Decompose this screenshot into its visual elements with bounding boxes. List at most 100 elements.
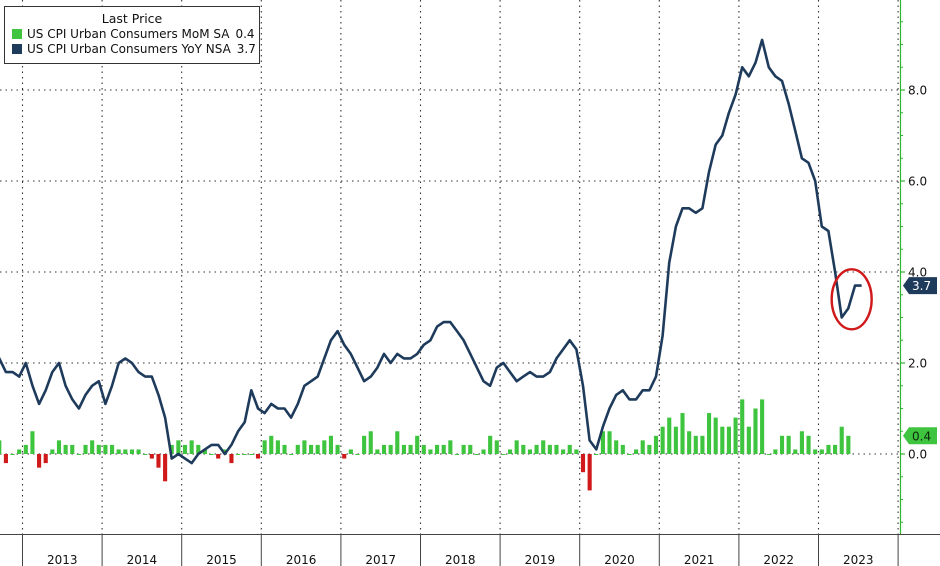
x-tick-label: 2015 xyxy=(206,553,237,566)
x-tick-label: 2022 xyxy=(763,553,794,566)
mom-bar xyxy=(348,449,353,454)
mom-bar xyxy=(176,440,181,454)
mom-bar xyxy=(275,440,280,454)
highlight-group xyxy=(830,268,873,331)
mom-bar xyxy=(494,440,499,454)
legend-swatch-yoy xyxy=(12,44,22,54)
mom-bar xyxy=(262,440,267,454)
mom-bar xyxy=(328,435,334,454)
mom-bar xyxy=(415,435,420,454)
mom-bar xyxy=(50,449,55,454)
mom-bar xyxy=(103,444,108,454)
x-tick-label: 2017 xyxy=(365,553,396,566)
mom-bar xyxy=(587,454,592,491)
mom-bar xyxy=(753,408,758,454)
mom-bar xyxy=(116,449,121,454)
mom-bar xyxy=(362,435,367,454)
mom-bar xyxy=(620,444,625,454)
mom-bar xyxy=(514,440,519,454)
mom-bar xyxy=(534,444,539,454)
mom-bar xyxy=(3,454,8,464)
mom-bar xyxy=(713,417,718,454)
mom-bar xyxy=(222,449,227,454)
mom-bar xyxy=(799,431,804,454)
mom-bar xyxy=(255,454,261,459)
mom-bar xyxy=(355,454,360,455)
mom-bar xyxy=(561,449,566,454)
mom-bar xyxy=(746,426,751,454)
mom-bar xyxy=(700,435,705,454)
mom-bar xyxy=(401,444,406,454)
mom-bar xyxy=(580,454,586,473)
mom-bar xyxy=(56,440,62,454)
mom-bar xyxy=(726,426,732,454)
mom-bar xyxy=(0,440,2,454)
mom-bar xyxy=(507,449,513,454)
mom-bar xyxy=(196,444,201,454)
legend-value-mom: 0.4 xyxy=(235,27,255,41)
mom-bar xyxy=(574,449,579,454)
yoy-line-group xyxy=(0,38,862,465)
mom-bar xyxy=(163,454,168,482)
mom-bar xyxy=(547,444,552,454)
badge-line-text: 3.7 xyxy=(912,279,931,293)
mom-bar xyxy=(687,431,692,454)
mom-bar xyxy=(302,440,307,454)
mom-bar xyxy=(143,454,148,455)
mom-bar xyxy=(408,444,413,454)
mom-bar xyxy=(647,444,652,454)
yoy-line xyxy=(0,38,862,465)
mom-bar xyxy=(488,435,493,454)
mom-bar xyxy=(640,440,645,454)
mom-bar xyxy=(308,444,314,454)
legend-label-yoy: US CPI Urban Consumers YoY NSA xyxy=(27,42,231,56)
mom-bar xyxy=(63,444,68,454)
mom-bar xyxy=(388,444,393,454)
mom-bar xyxy=(295,444,300,454)
value-badges: 3.7 0.4 xyxy=(903,277,937,445)
mom-bar xyxy=(740,399,745,454)
mom-bar xyxy=(17,449,22,454)
mom-bar xyxy=(607,431,612,454)
mom-bar xyxy=(760,399,765,454)
x-tick-labels: 2013 2014 2015 2016 2017 2018 2019 2020 2021 2022… xyxy=(47,553,874,566)
x-tick-label: 2023 xyxy=(843,553,874,566)
mom-bar xyxy=(706,413,712,454)
mom-bar xyxy=(448,440,453,454)
mom-bar xyxy=(846,435,851,454)
mom-bar xyxy=(30,431,35,454)
mom-bar xyxy=(421,444,426,454)
mom-bar xyxy=(381,444,387,454)
mom-bar xyxy=(123,449,128,454)
legend-label-mom: US CPI Urban Consumers MoM SA xyxy=(27,27,230,41)
mom-bar xyxy=(541,440,546,454)
legend-title: Last Price xyxy=(101,11,163,26)
mom-bar xyxy=(461,444,466,454)
mom-bar xyxy=(236,454,241,455)
x-tick-label: 2019 xyxy=(525,553,556,566)
mom-bar xyxy=(169,444,174,454)
mom-bar xyxy=(83,444,88,454)
mom-bar xyxy=(209,454,214,455)
mom-bar xyxy=(269,435,274,454)
mom-bar xyxy=(96,444,101,454)
highlight-circle xyxy=(830,268,873,331)
mom-bar xyxy=(435,444,440,454)
mom-bar xyxy=(819,449,824,454)
mom-bar xyxy=(23,444,28,454)
mom-bar xyxy=(600,431,605,454)
x-tick-label: 2013 xyxy=(47,553,78,566)
mom-bar xyxy=(813,449,818,454)
mom-bar xyxy=(680,413,685,454)
mom-bar xyxy=(627,454,632,455)
mom-bar xyxy=(43,454,48,464)
badge-bar-text: 0.4 xyxy=(912,429,931,443)
mom-bar xyxy=(342,454,347,459)
mom-bar xyxy=(441,444,446,454)
mom-bar xyxy=(242,454,247,455)
mom-bar xyxy=(202,449,207,454)
mom-bar xyxy=(428,449,433,454)
y-tick-label: 8.0 xyxy=(908,84,927,98)
mom-bar xyxy=(667,417,672,454)
